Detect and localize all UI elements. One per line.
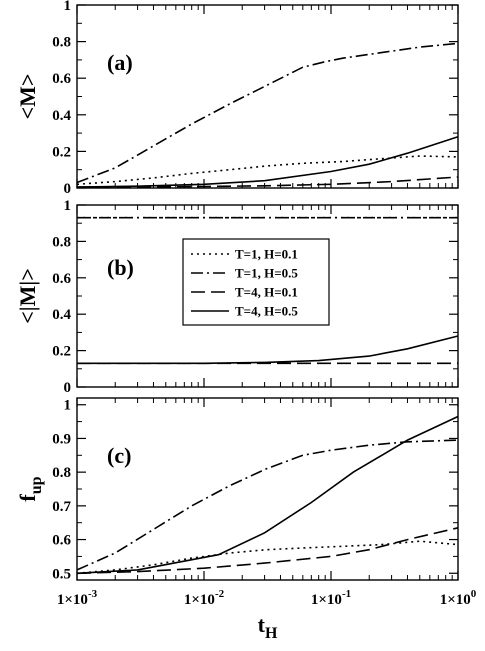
y-tick-label: 0.8 — [52, 465, 71, 481]
series-line-dashdot — [76, 42, 459, 184]
legend-entry: T=1, H=0.5 — [235, 266, 298, 281]
y-tick-label: 0.8 — [52, 234, 71, 250]
y-axis-label: fup — [15, 476, 45, 501]
plot-frame — [76, 4, 459, 189]
y-tick-label: 0.6 — [52, 533, 71, 549]
y-tick-label: 0 — [64, 181, 72, 197]
panel-3: 0.5 0.6 0.7 0.8 0.9 1 1×10-3 1×10-2 1×10-1 1×100 (… — [15, 397, 477, 642]
y-tick-label: 0.2 — [52, 344, 71, 360]
legend-entry: T=4, H=0.1 — [235, 285, 298, 300]
y-tick-label: 1 — [64, 0, 72, 14]
x-tick-label: 1×10-3 — [57, 588, 98, 608]
series-line-dashdot — [76, 439, 459, 571]
x-tick-label: 1×10-1 — [311, 588, 351, 608]
legend-entry: T=4, H=0.5 — [235, 304, 298, 319]
x-tick-label: 1×100 — [440, 588, 477, 608]
y-tick-label: 0.6 — [52, 71, 71, 87]
panel-label: (a) — [107, 50, 133, 75]
y-tick-label: 1 — [64, 398, 72, 414]
legend: T=1, H=0.1 T=1, H=0.5 T=4, H=0.1 T=4, H=0.5 — [182, 238, 330, 326]
y-tick-label: 1 — [64, 198, 72, 214]
y-tick-label: 0.7 — [52, 499, 71, 515]
series-line-solid — [76, 415, 459, 575]
series-line-solid — [76, 136, 459, 188]
y-tick-label: 0.8 — [52, 35, 71, 51]
x-tick-label: 1×10-2 — [184, 588, 225, 608]
x-axis-label: tH — [258, 612, 278, 642]
series-line-solid — [77, 335, 459, 365]
y-tick-label: 0.2 — [52, 144, 71, 160]
y-tick-label: 0.6 — [52, 271, 71, 287]
y-tick-label: 0.5 — [52, 566, 71, 582]
panel-2: 00.20.40.60.81(b)<|M|>T=1, H=0.1T=1, H=0… — [15, 198, 459, 396]
legend-entry: T=1, H=0.1 — [235, 247, 298, 262]
panel-label: (c) — [107, 443, 131, 468]
plot-frame — [76, 397, 459, 581]
panel-1: 0 0.2 0.4 0.6 0.8 1 (a) <M> — [15, 0, 459, 197]
y-axis-label: <|M|> — [15, 268, 40, 324]
series-line-dashed — [76, 527, 459, 575]
panel-label: (b) — [107, 255, 134, 280]
y-tick-label: 0.9 — [52, 431, 71, 447]
series-line-dashed — [76, 176, 459, 188]
series-line-dotted — [76, 540, 459, 575]
y-tick-label: 0.4 — [52, 108, 71, 124]
y-tick-label: 0 — [64, 380, 72, 396]
y-axis-label: <M> — [15, 74, 40, 120]
y-tick-label: 0.4 — [52, 307, 71, 323]
